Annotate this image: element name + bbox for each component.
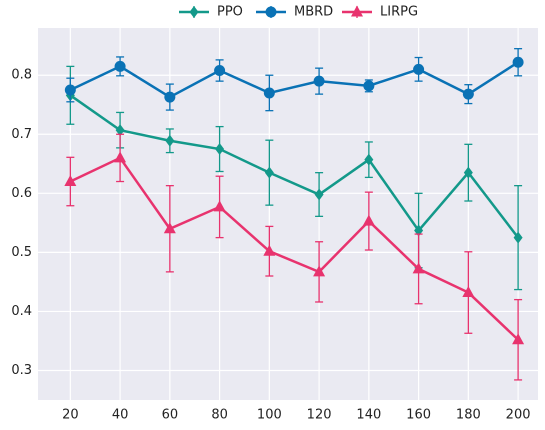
line (69, 94, 520, 239)
line (69, 156, 519, 341)
marker (64, 175, 77, 187)
x-tick-label: 80 (211, 408, 228, 423)
marker (413, 63, 425, 75)
marker (265, 6, 277, 18)
marker (463, 166, 473, 179)
x-tick-label: 60 (162, 408, 179, 423)
marker (163, 222, 176, 234)
marker (362, 214, 375, 226)
marker (351, 5, 363, 17)
marker (314, 188, 324, 201)
line (69, 61, 519, 99)
marker (313, 75, 325, 87)
marker (412, 262, 425, 274)
marker (512, 333, 525, 345)
marker (189, 6, 199, 18)
marker (363, 80, 375, 92)
marker (264, 166, 274, 179)
marker (115, 124, 125, 137)
x-tick-label: 180 (456, 408, 481, 423)
y-tick-label: 0.6 (11, 186, 32, 201)
marker (114, 60, 126, 72)
marker (513, 231, 523, 244)
marker (263, 244, 276, 256)
marker (263, 87, 275, 99)
marker (164, 91, 176, 103)
marker (364, 153, 374, 166)
y-tick-label: 0.4 (11, 304, 32, 319)
x-tick-label: 140 (356, 408, 381, 423)
legend-label: MBRD (294, 5, 333, 20)
marker (214, 65, 226, 77)
plot-area (38, 28, 538, 400)
y-tick-label: 0.3 (11, 363, 32, 378)
marker (313, 265, 326, 277)
marker (213, 200, 226, 212)
x-tick-label: 40 (112, 408, 129, 423)
y-tick-label: 0.5 (11, 245, 32, 260)
x-tick-label: 100 (257, 408, 282, 423)
marker (114, 151, 127, 163)
x-tick-label: 160 (406, 408, 431, 423)
marker (512, 56, 524, 68)
x-tick-label: 200 (506, 408, 531, 423)
marker (462, 88, 474, 100)
marker (215, 143, 225, 156)
legend-label: PPO (217, 5, 243, 20)
y-tick-label: 0.7 (11, 127, 32, 142)
marker (462, 286, 475, 298)
marker (165, 134, 175, 147)
legend-label: LIRPG (380, 5, 418, 20)
x-tick-label: 120 (307, 408, 332, 423)
y-tick-label: 0.8 (11, 68, 32, 83)
x-tick-label: 20 (62, 408, 79, 423)
marker (64, 84, 76, 96)
